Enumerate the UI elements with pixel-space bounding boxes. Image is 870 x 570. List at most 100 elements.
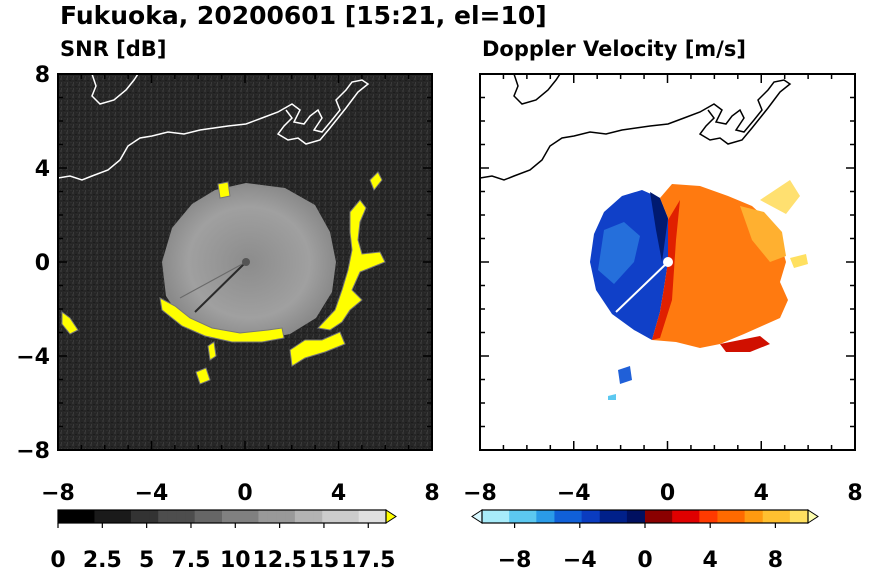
snr-colorbar-cell bbox=[340, 510, 351, 523]
doppler-colorbar-cell bbox=[681, 510, 691, 523]
snr-strong-cell bbox=[369, 171, 383, 191]
doppler-colorbar-extend-min bbox=[471, 509, 483, 524]
doppler-colorbar-cell bbox=[699, 510, 709, 523]
snr-colorbar-cell bbox=[94, 510, 105, 523]
doppler-cell-se bbox=[720, 336, 770, 352]
snr-colorbar-cell bbox=[249, 510, 259, 523]
snr-colorbar-label: 17.5 bbox=[341, 548, 395, 570]
snr-ytick-label: 8 bbox=[35, 63, 50, 88]
snr-colorbar-cell bbox=[376, 510, 387, 523]
snr-xtick-label: 0 bbox=[237, 481, 252, 506]
snr-xtick-label: −4 bbox=[135, 481, 169, 506]
snr-colorbar-cell bbox=[212, 510, 223, 523]
doppler-colorbar-cell bbox=[771, 510, 782, 523]
doppler-radar-center bbox=[663, 257, 673, 267]
snr-ytick-label: −4 bbox=[16, 345, 50, 370]
doppler-colorbar-cell bbox=[744, 510, 755, 523]
snr-ticks: −8 −4 0 4 8 8 4 0 −4 −8 bbox=[16, 63, 439, 506]
snr-colorbar-cell bbox=[67, 510, 77, 523]
snr-colorbar-cell bbox=[267, 510, 278, 523]
doppler-receding-weakest bbox=[760, 180, 800, 214]
doppler-colorbar-cell bbox=[635, 510, 646, 523]
doppler-colorbar-cell bbox=[672, 510, 682, 523]
snr-colorbar-cell bbox=[58, 510, 68, 523]
doppler-colorbar-cell bbox=[762, 510, 773, 523]
doppler-colorbar-cell bbox=[608, 510, 619, 523]
doppler-coastline bbox=[480, 79, 792, 181]
snr-colorbar-label: 7.5 bbox=[171, 548, 210, 570]
doppler-xtick-label: 4 bbox=[754, 481, 769, 506]
snr-colorbar-cell bbox=[331, 510, 341, 523]
snr-radial-shadow bbox=[194, 261, 247, 313]
doppler-colorbar-label: −8 bbox=[498, 548, 532, 570]
main-title: Fukuoka, 20200601 [15:21, el=10] bbox=[60, 1, 547, 30]
doppler-colorbar: −8 −4 0 4 8 bbox=[471, 509, 819, 570]
snr-colorbar-cell bbox=[313, 510, 323, 523]
snr-colorbar-cell bbox=[130, 510, 141, 523]
doppler-colorbar-cell bbox=[753, 510, 764, 523]
doppler-colorbar-cell bbox=[617, 510, 628, 523]
snr-xtick-label: −8 bbox=[41, 481, 75, 506]
doppler-colorbar-cell bbox=[599, 510, 610, 523]
doppler-panel: Doppler Velocity [m/s] −8 −4 0 4 8 bbox=[463, 37, 863, 506]
snr-ytick-label: 0 bbox=[35, 251, 50, 276]
snr-colorbar-cell bbox=[121, 510, 132, 523]
snr-colorbar-cell bbox=[103, 510, 114, 523]
snr-strong-band-east bbox=[316, 199, 386, 331]
snr-ytick-label: 4 bbox=[35, 157, 50, 182]
doppler-colorbar-cell bbox=[509, 510, 519, 523]
doppler-colorbar-cell bbox=[572, 510, 583, 523]
doppler-xtick-label: 0 bbox=[660, 481, 675, 506]
doppler-field bbox=[480, 74, 808, 400]
doppler-colorbar-label: 0 bbox=[637, 548, 652, 570]
doppler-colorbar-cell bbox=[726, 510, 737, 523]
snr-colorbar-cell bbox=[194, 510, 205, 523]
snr-strong-band-se bbox=[289, 331, 346, 367]
doppler-colorbar-cell bbox=[518, 510, 528, 523]
snr-colorbar-cell bbox=[222, 510, 232, 523]
snr-strong-cell-north bbox=[217, 181, 231, 199]
snr-colorbar-cell bbox=[149, 510, 159, 523]
doppler-colorbar-cell bbox=[563, 510, 574, 523]
doppler-colorbar-label: 4 bbox=[703, 548, 718, 570]
doppler-colorbar-cell bbox=[735, 510, 746, 523]
snr-colorbar-label: 0 bbox=[50, 548, 65, 570]
snr-xtick-label: 4 bbox=[331, 481, 346, 506]
doppler-colorbar-cell bbox=[789, 510, 800, 523]
doppler-ticks: −8 −4 0 4 8 bbox=[463, 73, 863, 506]
snr-colorbar-cell bbox=[176, 510, 187, 523]
snr-colorbar: 0 2.5 5 7.5 10 12.5 15 17.5 bbox=[50, 509, 397, 570]
doppler-colorbar-cell bbox=[798, 510, 809, 523]
doppler-cell-south2 bbox=[608, 394, 616, 400]
doppler-xtick-label: −8 bbox=[463, 481, 497, 506]
snr-strong-cell-south bbox=[195, 367, 211, 385]
doppler-colorbar-cell bbox=[645, 510, 655, 523]
doppler-colorbar-cell bbox=[527, 510, 537, 523]
snr-panel-title: SNR [dB] bbox=[60, 37, 166, 61]
snr-colorbar-label: 15 bbox=[309, 548, 340, 570]
doppler-receding-strong bbox=[652, 200, 680, 340]
doppler-colorbar-cell bbox=[708, 510, 718, 523]
doppler-colorbar-cell bbox=[500, 510, 510, 523]
snr-colorbar-extend-max bbox=[385, 509, 397, 524]
doppler-approaching-weak bbox=[598, 222, 640, 284]
doppler-xtick-label: 8 bbox=[847, 481, 862, 506]
snr-xtick-label: 8 bbox=[424, 481, 439, 506]
snr-colorbar-cell bbox=[349, 510, 360, 523]
snr-colorbar-cell bbox=[140, 510, 150, 523]
snr-colorbar-cell bbox=[158, 510, 168, 523]
doppler-colorbar-label: −4 bbox=[563, 548, 597, 570]
doppler-colorbar-cell bbox=[663, 510, 673, 523]
doppler-colorbar-cell bbox=[581, 510, 592, 523]
snr-colorbar-cell bbox=[304, 510, 314, 523]
doppler-colorbar-cell bbox=[554, 510, 564, 523]
snr-colorbar-label: 10 bbox=[220, 548, 251, 570]
snr-coastline-north bbox=[91, 74, 139, 105]
snr-colorbar-label: 2.5 bbox=[83, 548, 122, 570]
snr-colorbar-cell bbox=[294, 510, 305, 523]
radar-center bbox=[242, 258, 250, 266]
snr-radial-streak bbox=[179, 261, 247, 299]
snr-colorbar-label: 12.5 bbox=[252, 548, 306, 570]
doppler-colorbar-cell bbox=[545, 510, 555, 523]
